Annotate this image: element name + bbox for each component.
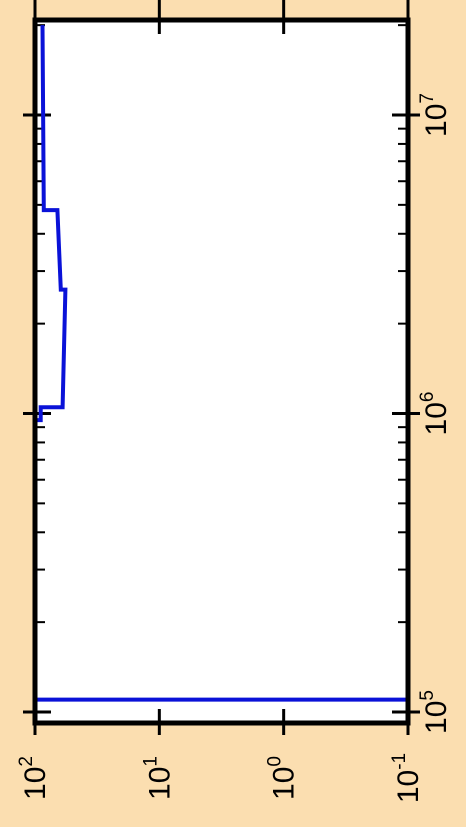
tick-base: 10 <box>143 767 176 800</box>
x-tick-label-text: 107 <box>417 93 453 137</box>
tick-base: 10 <box>19 767 52 800</box>
major-ticks <box>23 0 420 735</box>
tick-exponent: -1 <box>389 753 410 770</box>
tick-base: 10 <box>392 770 425 803</box>
tick-exponent: 1 <box>140 756 161 767</box>
y-tick-label: 10-1 <box>389 753 425 803</box>
tick-exponent: 6 <box>417 392 438 403</box>
plot-frame <box>32 17 411 726</box>
tick-exponent: 7 <box>417 93 438 104</box>
y-tick-label-text: 101 <box>140 756 176 800</box>
y-tick-label-text: 10-1 <box>389 753 425 803</box>
y-tick-label: 102 <box>16 756 52 800</box>
x-tick-label-text: 106 <box>417 392 453 436</box>
tick-base: 10 <box>268 767 301 800</box>
tick-base: 10 <box>420 701 453 734</box>
tick-exponent: 2 <box>16 756 37 767</box>
x-tick-label: 105 <box>417 690 453 734</box>
tick-base: 10 <box>420 402 453 435</box>
y-tick-label-text: 102 <box>16 756 52 800</box>
tick-exponent: 0 <box>265 756 286 767</box>
tick-base: 10 <box>420 104 453 137</box>
x-tick-label: 106 <box>417 392 453 436</box>
x-tick-label-text: 105 <box>417 690 453 734</box>
y-tick-label: 101 <box>140 756 176 800</box>
y-tick-label-text: 100 <box>265 756 301 800</box>
y-tick-label: 100 <box>265 756 301 800</box>
plot-area <box>35 20 408 723</box>
tick-exponent: 5 <box>417 690 438 701</box>
series-line-0 <box>33 25 410 712</box>
x-tick-label: 107 <box>417 93 453 137</box>
